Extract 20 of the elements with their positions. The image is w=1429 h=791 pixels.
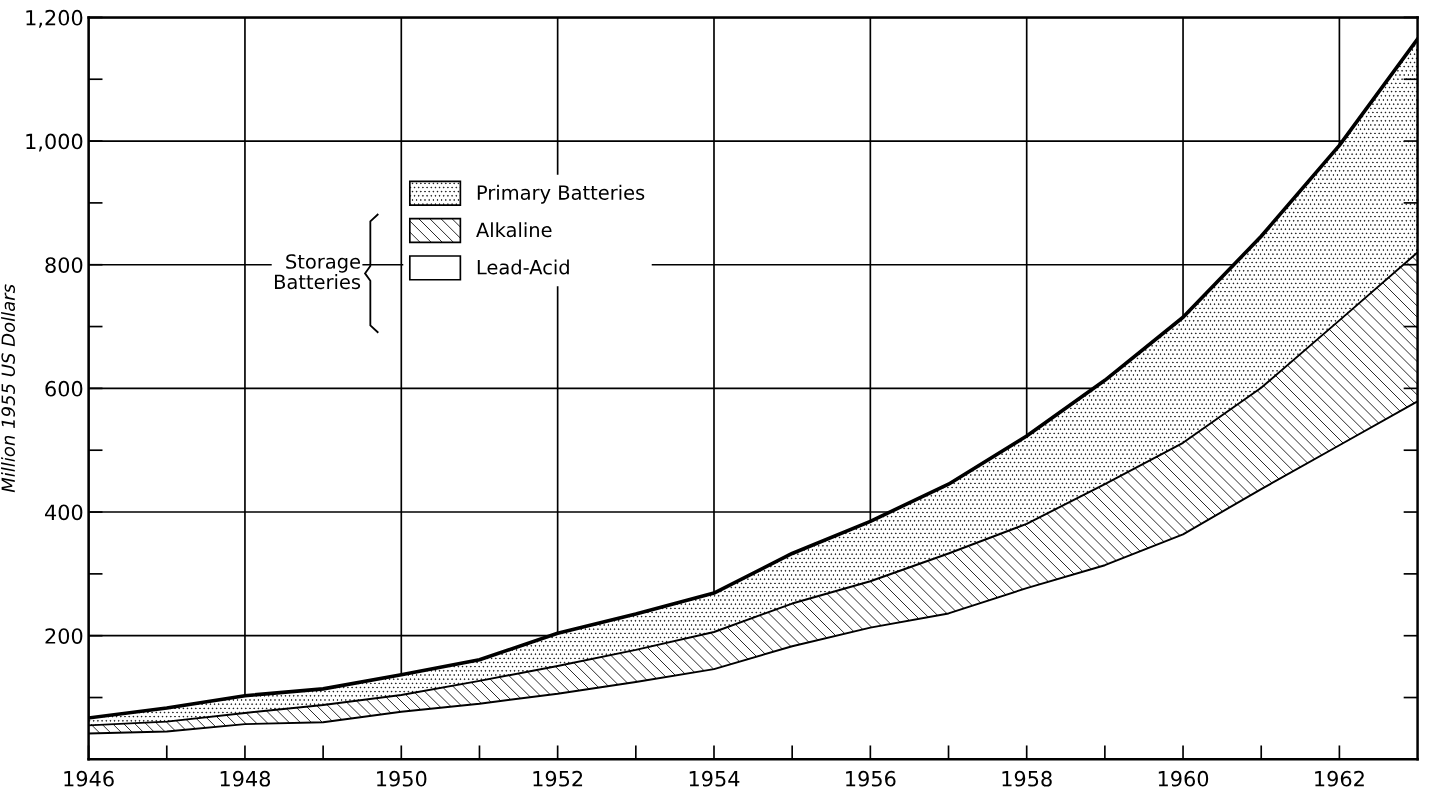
x-tick-label: 1958 bbox=[1002, 770, 1052, 787]
x-tick-label: 1960 bbox=[1158, 770, 1209, 787]
y-tick-label: 1,000 bbox=[26, 133, 83, 152]
x-tick-label: 1948 bbox=[220, 770, 271, 787]
y-tick-label: 200 bbox=[45, 628, 83, 644]
legend-label: Primary Batteries bbox=[477, 184, 645, 204]
x-tick-label: 1956 bbox=[846, 770, 896, 787]
y-axis-title: Million 1955 US Dollars bbox=[1, 284, 16, 493]
legend-label: Lead-Acid bbox=[477, 259, 569, 275]
x-tick-label: 1950 bbox=[377, 770, 427, 787]
legend-label: Alkaline bbox=[476, 222, 552, 238]
x-tick-label: 1954 bbox=[689, 770, 740, 787]
annotation: Storage Batteries bbox=[274, 254, 361, 290]
x-tick-label: 1946 bbox=[64, 770, 114, 787]
y-tick-label: 400 bbox=[44, 504, 83, 521]
x-tick-label: 1962 bbox=[1315, 770, 1364, 787]
y-tick-label: 600 bbox=[45, 380, 83, 397]
x-tick-label: 1952 bbox=[533, 770, 583, 787]
y-tick-label: 1,200 bbox=[26, 9, 83, 28]
y-tick-label: 800 bbox=[45, 257, 83, 273]
